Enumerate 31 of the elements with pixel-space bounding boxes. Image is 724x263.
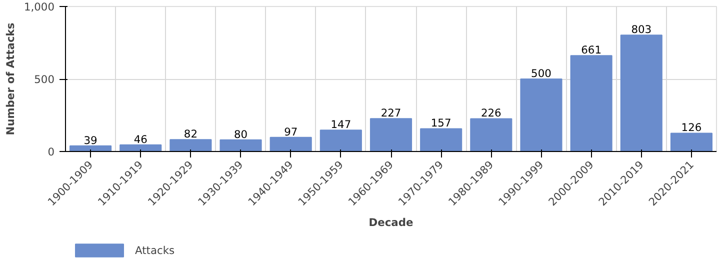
- bar: [570, 55, 612, 152]
- y-axis-title: Number of Attacks: [4, 22, 17, 136]
- data-label: 803: [631, 23, 652, 36]
- bar: [320, 130, 362, 152]
- data-label: 661: [581, 44, 602, 57]
- bar: [370, 118, 412, 152]
- data-label: 46: [134, 132, 148, 146]
- bar: [620, 34, 662, 152]
- data-label: 82: [184, 128, 198, 141]
- data-label: 80: [234, 128, 248, 141]
- data-label: 226: [480, 106, 502, 120]
- bar: [670, 132, 712, 152]
- data-label: 39: [84, 134, 98, 147]
- y-tick-label: 500: [34, 73, 55, 86]
- y-tick-label: 1,000: [24, 0, 55, 14]
- data-label: 147: [330, 118, 352, 132]
- data-label: 157: [430, 116, 452, 130]
- y-tick-label: 0: [48, 146, 55, 158]
- data-label: 500: [531, 67, 552, 80]
- data-label: 126: [681, 121, 702, 134]
- legend-label: Attacks: [135, 242, 175, 258]
- bar: [220, 139, 262, 152]
- data-label: 227: [380, 106, 402, 120]
- bar: [420, 128, 462, 152]
- data-label: 97: [284, 125, 298, 138]
- x-axis-title: Decade: [368, 216, 414, 230]
- bar: [520, 78, 562, 152]
- bar: [120, 144, 162, 152]
- bar: [270, 136, 312, 152]
- bar: [470, 118, 512, 152]
- bar: [170, 139, 212, 152]
